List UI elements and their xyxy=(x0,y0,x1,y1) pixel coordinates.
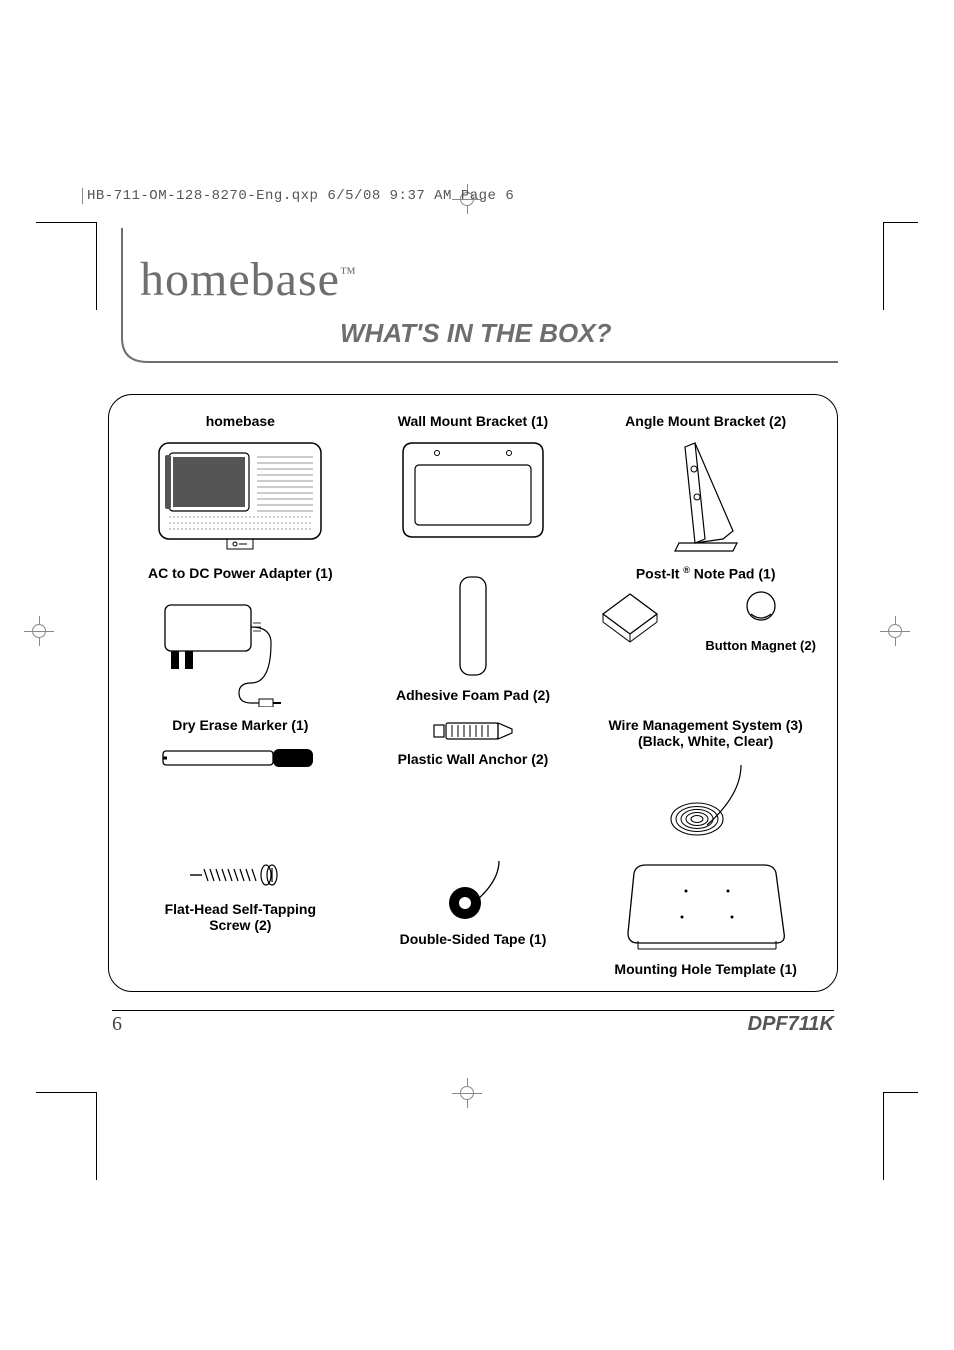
crop-mark xyxy=(883,1092,884,1180)
item-power-adapter: AC to DC Power Adapter (1) xyxy=(127,565,354,711)
item-wall-mount-bracket: Wall Mount Bracket (1) xyxy=(360,413,587,559)
whats-in-the-box-panel: homebase xyxy=(108,394,838,992)
item-double-sided-tape: Double-Sided Tape (1) xyxy=(360,855,587,981)
item-adhesive-foam-pad: Adhesive Foam Pad (2) xyxy=(360,565,587,711)
item-label: AC to DC Power Adapter (1) xyxy=(148,565,333,581)
item-plastic-wall-anchor: Plastic Wall Anchor (2) xyxy=(360,717,587,849)
item-label: Double-Sided Tape (1) xyxy=(400,931,547,947)
tape-roll-icon xyxy=(433,855,513,925)
item-label: Flat-Head Self-Tapping Screw (2) xyxy=(165,901,316,933)
power-adapter-icon xyxy=(155,587,325,707)
item-postit-and-magnet: Post-It ® Note Pad (1) xyxy=(592,565,819,711)
item-dry-erase-marker: Dry Erase Marker (1) xyxy=(127,717,354,849)
wall-anchor-icon xyxy=(428,717,518,745)
crop-mark xyxy=(883,222,884,310)
trademark-icon: ™ xyxy=(340,265,357,282)
postit-notepad-icon xyxy=(595,588,665,658)
marker-icon xyxy=(155,739,325,775)
item-label-line2: (Black, White, Clear) xyxy=(608,733,802,749)
item-mounting-template: Mounting Hole Template (1) xyxy=(592,855,819,981)
registration-mark-icon xyxy=(24,616,54,646)
prepress-header: HB-711-OM-128-8270-Eng.qxp 6/5/08 9:37 A… xyxy=(82,188,514,204)
item-label-line2: Screw (2) xyxy=(165,917,316,933)
wall-mount-bracket-icon xyxy=(393,435,553,545)
registration-mark-icon xyxy=(880,616,910,646)
page-footer: 6 DPF711K xyxy=(112,1010,834,1036)
crop-mark xyxy=(884,1092,918,1093)
item-label: Wire Management System (3) (Black, White… xyxy=(608,717,802,749)
item-label: Wall Mount Bracket (1) xyxy=(398,413,548,429)
page-number: 6 xyxy=(112,1013,122,1036)
wire-coil-icon xyxy=(661,755,751,845)
angle-mount-bracket-icon xyxy=(661,435,751,555)
item-label: Dry Erase Marker (1) xyxy=(172,717,308,733)
mounting-template-icon xyxy=(616,855,796,955)
item-angle-mount-bracket: Angle Mount Bracket (2) xyxy=(592,413,819,559)
item-label: Button Magnet (2) xyxy=(705,638,815,653)
crop-mark xyxy=(36,222,96,223)
homebase-device-icon xyxy=(155,435,325,555)
item-label: Angle Mount Bracket (2) xyxy=(625,413,786,429)
item-label-text: Note Pad (1) xyxy=(690,566,776,582)
item-label-line1: Flat-Head Self-Tapping xyxy=(165,901,316,917)
item-label-text: Post-It xyxy=(636,566,683,582)
crop-mark xyxy=(96,1092,97,1180)
item-label: Mounting Hole Template (1) xyxy=(614,961,797,977)
item-label: Adhesive Foam Pad (2) xyxy=(396,687,550,703)
foam-pad-icon xyxy=(448,571,498,681)
crop-mark xyxy=(36,1092,96,1093)
screw-icon xyxy=(180,855,300,895)
items-grid: homebase xyxy=(127,413,819,981)
model-number: DPF711K xyxy=(748,1013,834,1036)
crop-mark xyxy=(884,222,918,223)
crop-mark xyxy=(96,222,97,310)
registration-mark-icon xyxy=(452,1078,482,1108)
item-self-tapping-screw: Flat-Head Self-Tapping Screw (2) xyxy=(127,855,354,981)
brand-logo: homebase™ xyxy=(140,252,357,307)
item-label: homebase xyxy=(206,413,275,429)
item-homebase: homebase xyxy=(127,413,354,559)
registered-icon: ® xyxy=(683,565,690,575)
item-label: Plastic Wall Anchor (2) xyxy=(398,751,549,767)
item-label: Post-It ® Note Pad (1) xyxy=(636,565,776,582)
item-label-line1: Wire Management System (3) xyxy=(608,717,802,733)
item-wire-management: Wire Management System (3) (Black, White… xyxy=(592,717,819,849)
brand-logo-text: homebase xyxy=(140,253,340,306)
button-magnet-icon xyxy=(739,588,783,632)
section-title: WHAT'S IN THE BOX? xyxy=(340,318,611,349)
